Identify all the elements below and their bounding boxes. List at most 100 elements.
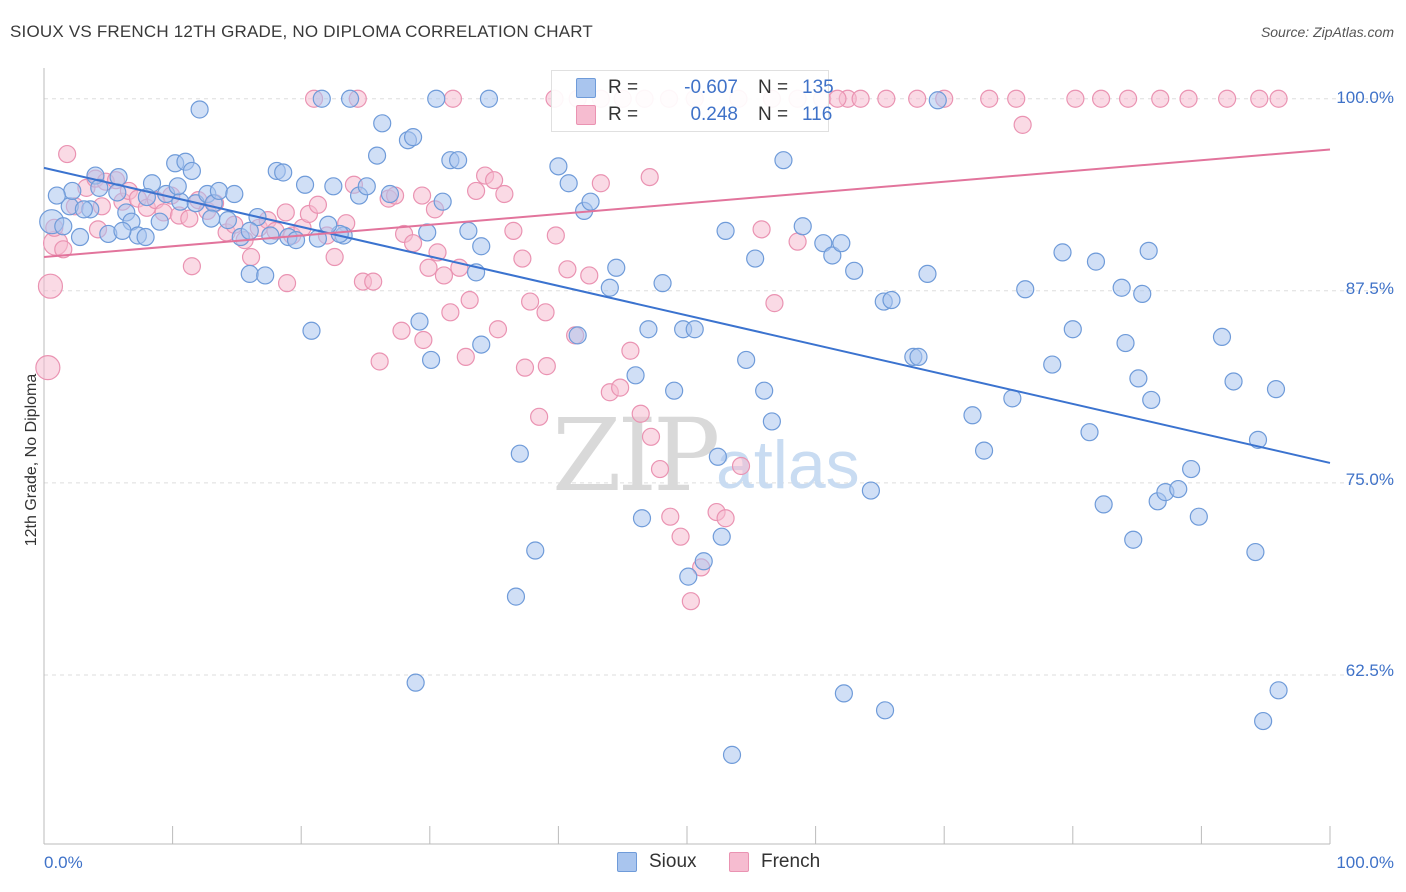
french-point xyxy=(546,226,565,245)
sioux-point xyxy=(171,192,190,211)
french-point xyxy=(392,321,411,340)
sioux-point xyxy=(928,91,947,110)
sioux-point xyxy=(845,261,864,280)
french-point xyxy=(536,303,555,322)
n-value: 135 xyxy=(802,77,834,98)
french-point xyxy=(460,290,479,310)
french-point xyxy=(788,232,807,251)
french-point xyxy=(521,292,540,311)
french-point xyxy=(980,89,999,108)
sioux-point xyxy=(240,264,259,284)
sioux-point xyxy=(963,406,982,425)
sioux-point xyxy=(448,151,468,170)
sioux-point xyxy=(632,509,652,528)
sioux-point xyxy=(182,161,201,181)
french-point xyxy=(537,357,556,376)
sioux-point xyxy=(607,258,626,277)
french-point xyxy=(580,266,599,285)
sioux-point xyxy=(340,89,360,108)
sioux-point xyxy=(665,381,684,400)
french-point xyxy=(1007,89,1026,108)
french-point xyxy=(414,330,433,350)
sioux-point xyxy=(716,221,735,240)
sioux-point xyxy=(1142,390,1161,410)
sioux-point xyxy=(1063,320,1082,339)
sioux-point xyxy=(834,684,853,703)
sioux-point xyxy=(218,211,237,230)
sioux-point xyxy=(568,326,587,345)
sioux-point xyxy=(1129,369,1148,388)
sioux-point xyxy=(256,266,275,285)
french-point xyxy=(681,592,700,611)
french-point xyxy=(716,509,735,528)
r-value: -0.607 xyxy=(684,77,738,98)
french-legend-label: French xyxy=(761,851,821,872)
sioux-point xyxy=(581,192,600,211)
chart-title: SIOUX VS FRENCH 12TH GRADE, NO DIPLOMA C… xyxy=(10,22,593,41)
sioux-swatch xyxy=(576,78,596,98)
sioux-point xyxy=(479,89,499,108)
french-point xyxy=(35,355,61,381)
french-point xyxy=(631,404,650,423)
french-point xyxy=(1179,89,1198,108)
sioux-point xyxy=(737,350,756,370)
french-point xyxy=(466,181,486,201)
french-point xyxy=(495,184,514,204)
sioux-point xyxy=(510,444,529,463)
correlation-legend: R = -0.607 N = 135 R = 0.248 N = 116 xyxy=(551,70,834,132)
french-swatch xyxy=(576,105,596,125)
sioux-point xyxy=(295,175,315,194)
sioux-point xyxy=(1224,372,1243,391)
r-value: 0.248 xyxy=(690,104,738,125)
french-point xyxy=(180,209,199,228)
sioux-point xyxy=(113,221,132,240)
french-point xyxy=(558,260,577,279)
sioux-point xyxy=(302,321,321,340)
french-point xyxy=(58,144,77,164)
sioux-point xyxy=(357,177,376,196)
sioux-point xyxy=(1139,241,1158,260)
sioux-point xyxy=(274,163,293,182)
french-point xyxy=(276,203,295,222)
sioux-point xyxy=(1254,711,1273,731)
sioux-point xyxy=(1043,355,1062,374)
sioux-point xyxy=(1116,333,1135,353)
sioux-point xyxy=(814,234,833,253)
sioux-point xyxy=(746,249,765,268)
french-point xyxy=(671,527,690,546)
french-point xyxy=(364,272,383,291)
sioux-point xyxy=(1248,430,1268,449)
sioux-point xyxy=(762,412,781,431)
sioux-point xyxy=(774,151,793,170)
sioux-point xyxy=(1053,243,1072,262)
sioux-point xyxy=(526,541,545,560)
sioux-point xyxy=(639,320,658,339)
sioux-point xyxy=(472,335,491,354)
sioux-point xyxy=(47,186,66,205)
french-point xyxy=(456,347,475,366)
sioux-point xyxy=(367,146,387,165)
sioux-point xyxy=(653,274,672,293)
source-label: Source: ZipAtlas.com xyxy=(1260,24,1394,40)
french-point xyxy=(308,195,328,214)
french-point xyxy=(752,220,771,239)
french-point xyxy=(661,507,680,526)
sioux-point xyxy=(427,89,446,108)
sioux-point xyxy=(832,234,851,253)
n-label: N = xyxy=(758,77,789,98)
sioux-point xyxy=(324,177,343,196)
sioux-point xyxy=(823,246,842,265)
sioux-point xyxy=(559,174,578,193)
sioux-point xyxy=(1269,681,1288,700)
y-tick-label-75: 75.0% xyxy=(1345,470,1394,489)
sioux-point xyxy=(1189,507,1208,526)
sioux-point xyxy=(240,221,259,240)
french-point xyxy=(765,294,784,313)
sioux-point xyxy=(685,320,704,339)
sioux-point xyxy=(708,447,727,466)
french-point xyxy=(731,456,751,476)
n-value: 116 xyxy=(802,104,833,125)
sioux-point xyxy=(433,192,452,211)
french-point xyxy=(182,257,201,276)
french-point xyxy=(877,89,896,108)
